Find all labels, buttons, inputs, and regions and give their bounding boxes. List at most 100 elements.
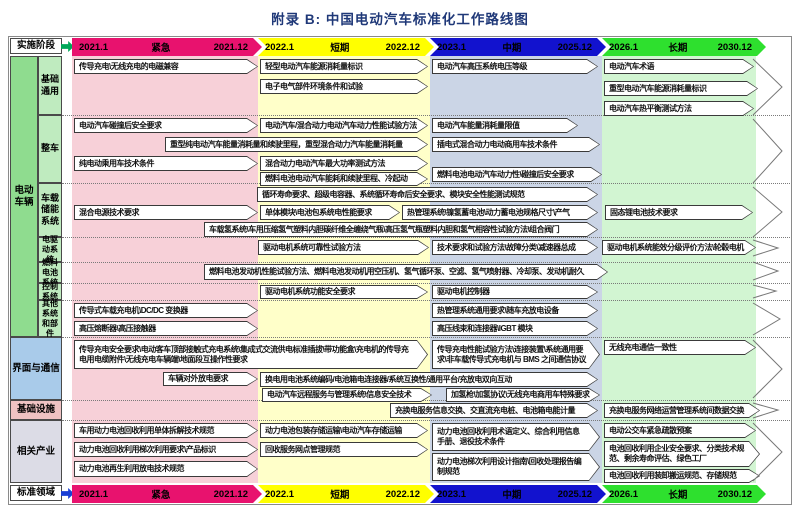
roadmap-item-label: 充换电服务网络运营管理系统间数据交换 (605, 404, 759, 417)
roadmap-item: 燃料电池电动汽车能耗和续驶里程、冷起动 (260, 172, 428, 186)
roadmap-item-label: 驱动电机控制器 (433, 286, 597, 298)
roadmap-item: 电动汽车/混合动力电动汽车动力性能试验方法 (260, 118, 428, 133)
roadmap-item-label: 固态锂电池技术要求 (606, 206, 752, 219)
std-domain-label: 标准领域 (10, 485, 62, 501)
roadmap-item-label: 电动汽车术语 (605, 60, 753, 73)
roadmap-item: 动力电池回收利用术语定义、综合利用信息手册、退役技术条件 (432, 423, 600, 451)
roadmap-item: 电动汽车碰撞后安全要求 (74, 118, 258, 133)
phase-band-urgent-top: 2021.1 紧急 2021.12 (72, 38, 262, 56)
roadmap-item: 驱动电机控制器 (432, 285, 598, 299)
roadmap-item: 高压线束和连接器\IGBT 模块 (432, 321, 598, 336)
roadmap-item-label: 技术要求和试验方法\故障分类\减速器总成 (433, 241, 597, 254)
section-flow-chevron (752, 284, 778, 299)
diagram-frame (8, 36, 792, 505)
roadmap-item-label: 驱动电机系统功能安全要求 (261, 286, 427, 298)
group-ev-sub-fuelcell: 燃料电池系统 (38, 258, 62, 287)
phase-band-long-bottom: 2026.1 长期 2030.12 (602, 485, 766, 503)
roadmap-item: 单体模块\电池包系统电性能要求 (260, 205, 400, 220)
phase-name: 中期 (502, 490, 522, 501)
roadmap-item: 混合电源技术要求 (74, 205, 258, 220)
phase-end: 2030.12 (717, 488, 752, 500)
page-title: 附录 B: 中国电动汽车标准化工作路线图 (271, 12, 529, 27)
phase-end: 2022.12 (385, 488, 420, 500)
roadmap-item-label: 电动汽车远程服务与管理系统\信息安全技术 (263, 389, 431, 401)
phase-band-long-top: 2026.1 长期 2030.12 (602, 38, 766, 56)
roadmap-item: 加氢枪\加氢协议\无线充电商用车特殊要求 (446, 388, 600, 402)
roadmap-item: 充换电服务信息交换、交直流充电桩、电池箱电能计量 (390, 403, 598, 418)
roadmap-item-label: 传导式车载充电机\DC/DC 变换器 (75, 304, 257, 317)
row-divider (62, 262, 790, 263)
section-flow-chevron (752, 118, 783, 184)
roadmap-item: 传导充电安全要求\电动客车顶部接触式充电系统\集成式交流供电标准插拔\带功能盒\… (74, 340, 428, 369)
roadmap-item-label: 燃料电池电动汽车能耗和续驶里程、冷起动 (261, 173, 427, 185)
roadmap-item: 重型电动汽车能源消耗量标识 (604, 81, 758, 96)
phase-end: 2021.12 (213, 41, 248, 53)
roadmap-item: 电动汽车高压系统电压等级 (432, 59, 598, 74)
phase-start: 2021.1 (79, 41, 109, 53)
row-divider (62, 183, 790, 184)
roadmap-item-label: 电动汽车能量消耗量限值 (433, 119, 577, 132)
roadmap-item-label: 电子电气部件环境条件和试验 (261, 80, 427, 93)
roadmap-item-label: 重型电动汽车能源消耗量标识 (605, 82, 757, 95)
phase-start: 2023.1 (437, 41, 467, 53)
roadmap-item: 电动汽车术语 (604, 59, 754, 74)
phase-start: 2022.1 (265, 488, 295, 500)
roadmap-item: 驱动电机系统能效分级评价方法\轮毂电机 (602, 240, 756, 255)
roadmap-item: 热管理系统\镍氢蓄电池\动力蓄电池规格尺寸\产气 (402, 205, 598, 220)
roadmap-item-label: 热管理系统通用要求\随车充放电设备 (433, 304, 597, 317)
row-divider (62, 400, 790, 401)
phase-start: 2026.1 (609, 41, 639, 53)
roadmap-item-label: 驱动电机系统可靠性试验方法 (259, 241, 428, 254)
roadmap-item: 重型纯电动汽车能量消耗量和续驶里程，重型混合动力汽车能量消耗量 (165, 137, 428, 152)
phase-name: 短期 (330, 490, 350, 501)
phase-band-mid-top: 2023.1 中期 2025.12 (430, 38, 606, 56)
group-ev-sub-drive: 电驱动系统 (38, 235, 62, 264)
group-interface: 界面与通信 (10, 337, 62, 400)
roadmap-item-label: 高压熔断器\高压接触器 (75, 322, 257, 335)
roadmap-item-label: 车用动力电池回收利用单体拆解技术规范 (75, 424, 257, 437)
roadmap-item: 电动公交车紧急疏散预案 (604, 423, 756, 438)
roadmap-item: 电动汽车远程服务与管理系统\信息安全技术 (262, 388, 432, 402)
roadmap-item-label: 热管理系统\镍氢蓄电池\动力蓄电池规格尺寸\产气 (403, 206, 597, 219)
roadmap-item-label: 加氢枪\加氢协议\无线充电商用车特殊要求 (447, 389, 599, 401)
roadmap-item-label: 混合电源技术要求 (75, 206, 257, 219)
roadmap-item: 驱动电机系统可靠性试验方法 (258, 240, 429, 255)
roadmap-item-label: 动力电池回收利用术语定义、综合利用信息手册、退役技术条件 (433, 424, 599, 450)
roadmap-item-label: 重型纯电动汽车能量消耗量和续驶里程，重型混合动力汽车能量消耗量 (166, 138, 427, 151)
phase-start: 2026.1 (609, 488, 639, 500)
roadmap-item: 电池回收利用企业安全要求、分类技术规范、剩余寿命评估、绿色工厂 (604, 441, 760, 467)
roadmap-item-label: 回收服务网点管理规范 (261, 443, 427, 456)
roadmap-item-label: 燃料电池发动机性能试验方法、燃料电池发动机用空压机、氢气循环泵、空滤、氢气喷射器… (205, 265, 607, 279)
roadmap-item-label: 纯电动乘用车技术条件 (75, 157, 257, 170)
roadmap-item: 车辆对外放电要求 (163, 372, 258, 386)
group-ev-sub-base: 基础通用 (38, 56, 62, 115)
section-flow-chevron (752, 302, 781, 336)
phase-start: 2022.1 (265, 41, 295, 53)
section-flow-chevron (752, 422, 783, 482)
row-divider (62, 337, 790, 338)
group-ev-sub-other: 其他系统和部件 (38, 299, 62, 338)
phase-band-urgent-bottom: 2021.1 紧急 2021.12 (72, 485, 262, 503)
phase-end: 2025.12 (557, 488, 592, 500)
roadmap-item: 传导充电\无线充电的电磁兼容 (74, 59, 258, 74)
roadmap-item: 动力电池包装存储运输\电动汽车存储运输 (260, 423, 428, 438)
roadmap-item-label: 电动汽车高压系统电压等级 (433, 60, 597, 73)
group-ev-sub-storage: 车载储能系统 (38, 183, 62, 237)
phase-name: 紧急 (151, 43, 171, 54)
roadmap-item-label: 电池回收利用装卸搬运规范、存储规范 (605, 470, 759, 482)
roadmap-item-label: 电动汽车/混合动力电动汽车动力性能试验方法 (261, 119, 427, 132)
roadmap-item: 电动汽车热平衡测试方法 (604, 101, 754, 116)
roadmap-item-label: 动力电池再生利用放电技术规范 (75, 462, 257, 476)
group-ev-sub-vehicle: 整车 (38, 115, 62, 183)
bent-arrow-icon (61, 488, 74, 499)
roadmap-item-label: 车载氢系统\车用压缩氢气塑料内胆碳纤维全缠绕气瓶\高压氢气瓶塑料内胆和氢气相容性… (205, 223, 597, 236)
roadmap-item: 热管理系统通用要求\随车充放电设备 (432, 303, 598, 318)
phase-name: 短期 (330, 43, 350, 54)
roadmap-item: 电动汽车能量消耗量限值 (432, 118, 578, 133)
phase-end: 2025.12 (557, 41, 592, 53)
impl-phase-label: 实施阶段 (10, 38, 62, 54)
roadmap-item: 车用动力电池回收利用单体拆解技术规范 (74, 423, 258, 438)
phase-end: 2022.12 (385, 41, 420, 53)
roadmap-item: 换电用电池系统编码/电池箱电连接器/系统互换性/通用平台/充放电双向互动 (260, 372, 598, 387)
phase-start: 2023.1 (437, 488, 467, 500)
